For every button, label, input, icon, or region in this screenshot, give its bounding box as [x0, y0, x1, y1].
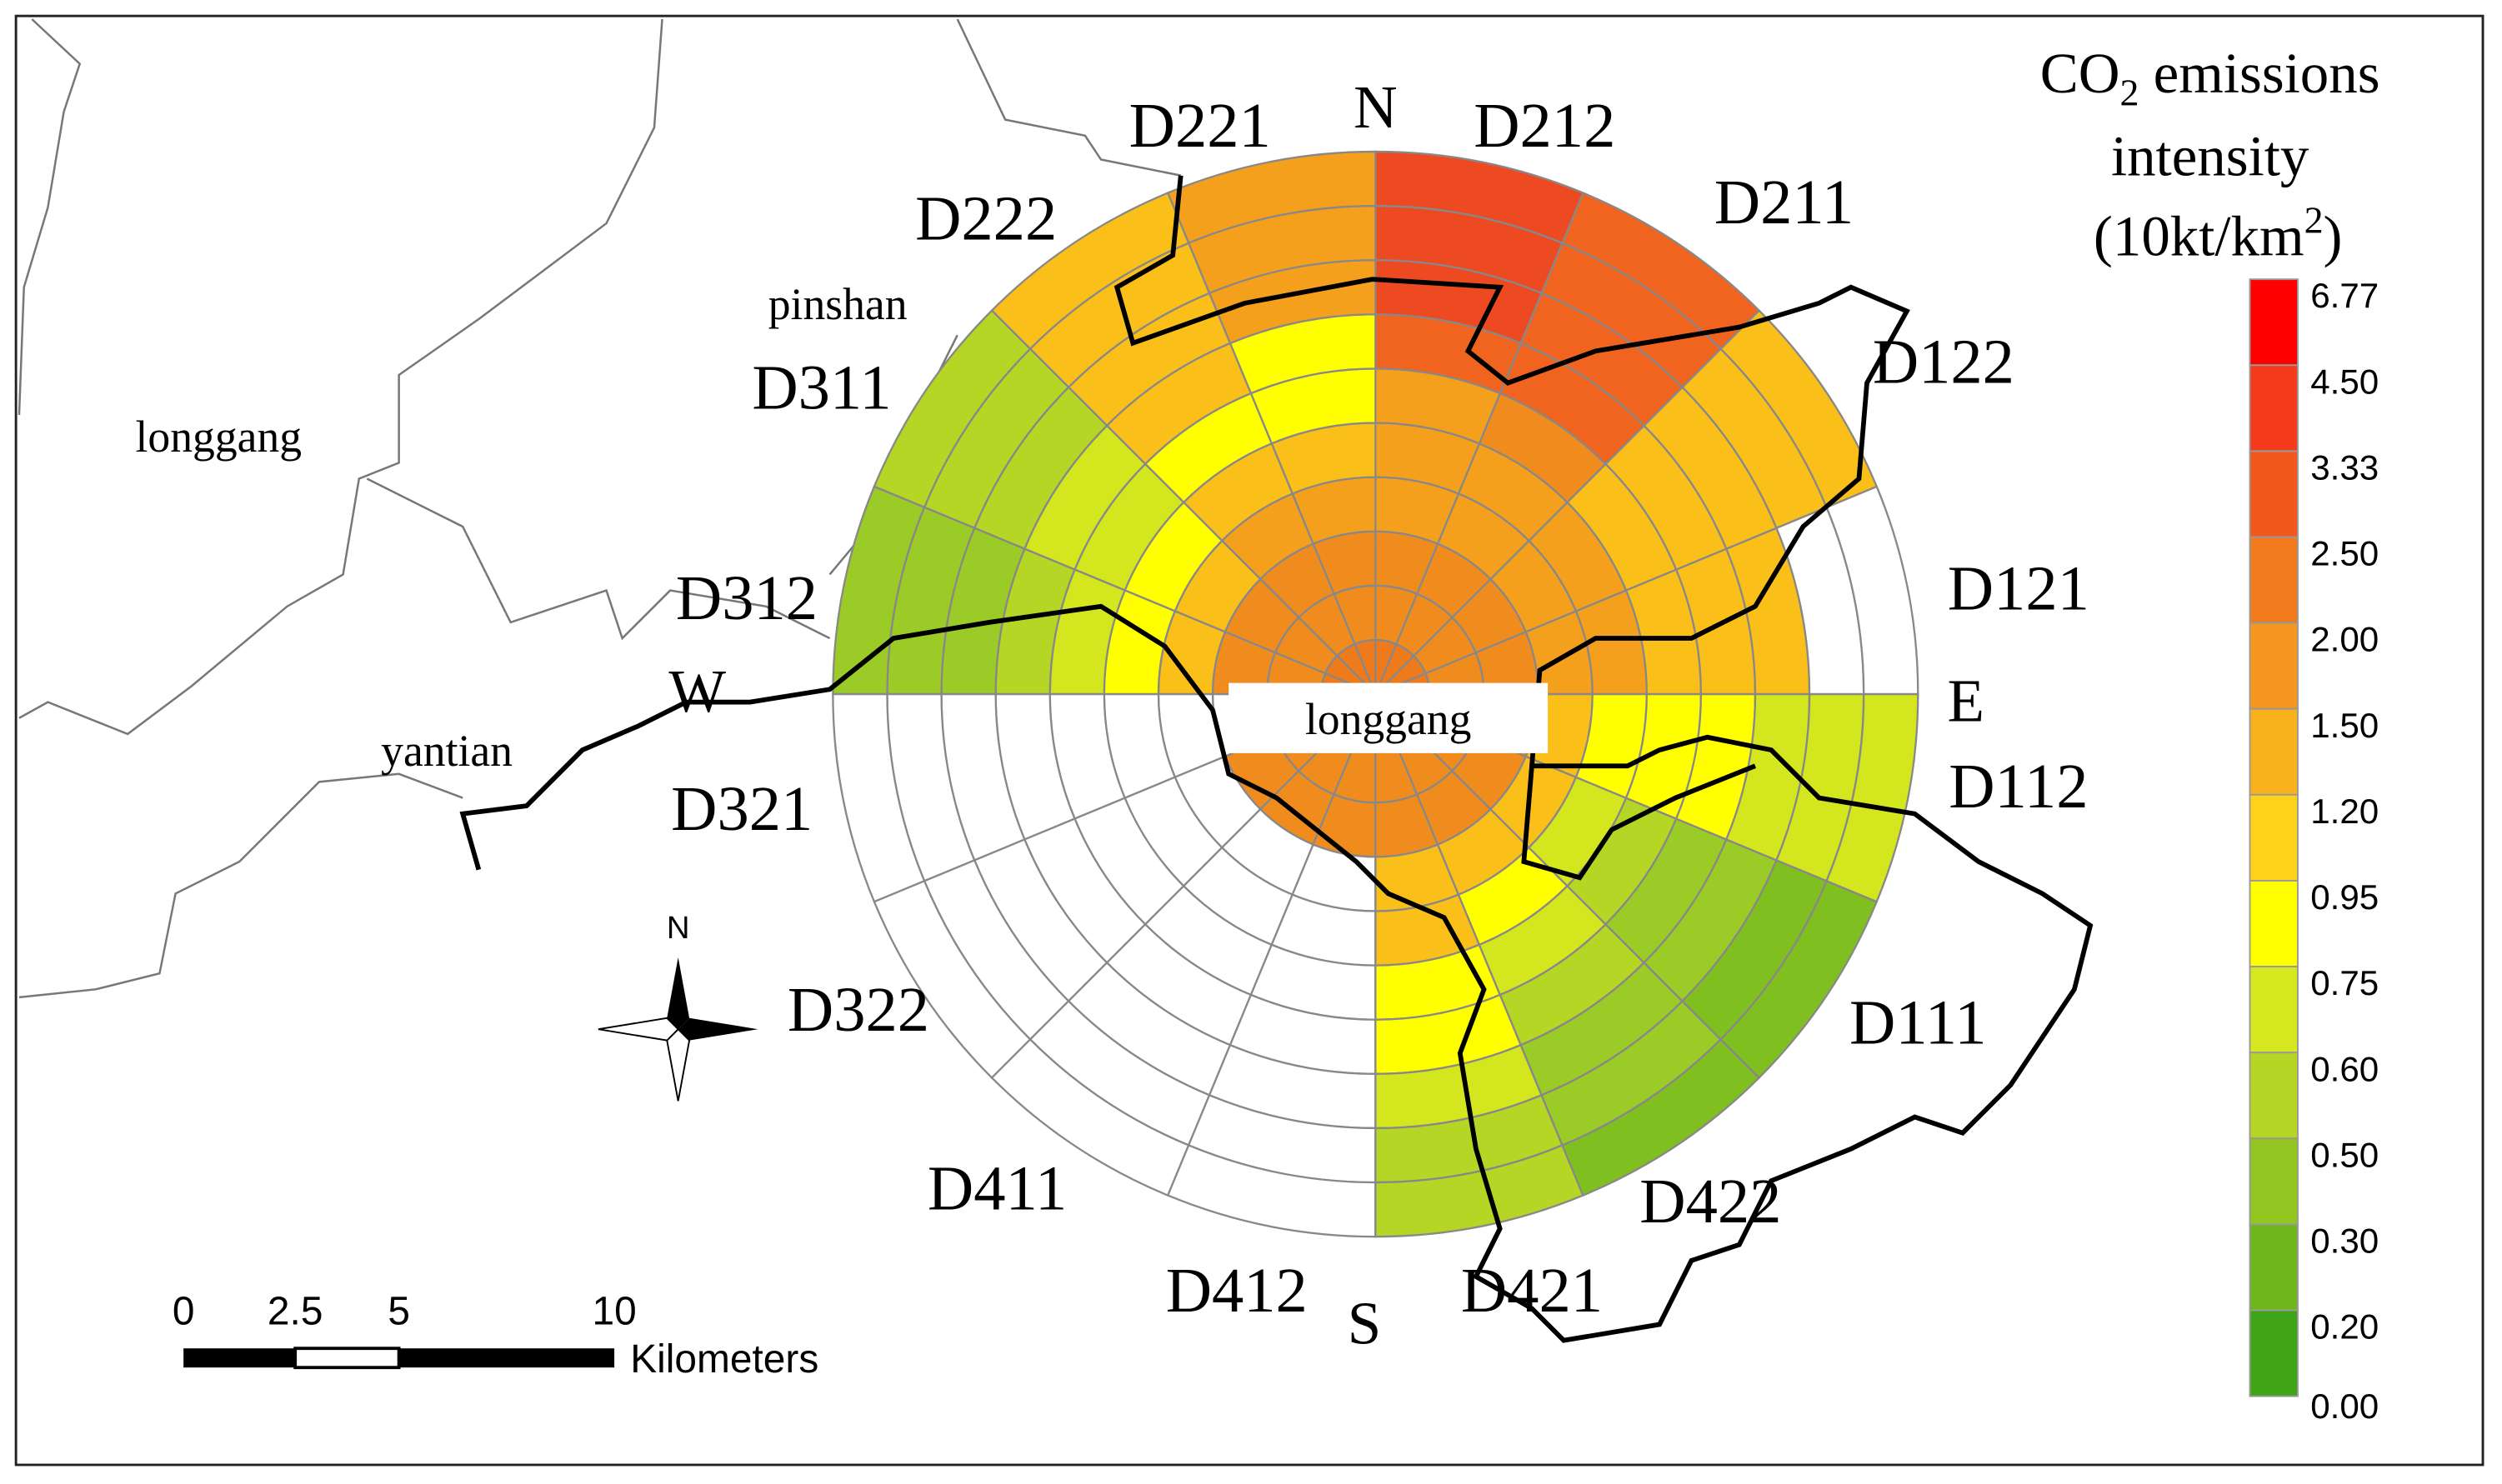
- boundary: [18, 18, 82, 415]
- sector-label: D412: [1166, 1255, 1308, 1326]
- boundary: [18, 18, 663, 736]
- legend-swatch: [2249, 880, 2299, 968]
- scale-unit: Kilometers: [630, 1337, 818, 1382]
- scale-tick: 10: [592, 1289, 636, 1333]
- scale-tick: 2.5: [268, 1289, 323, 1333]
- thick-boundaries: [459, 175, 2094, 1343]
- sector-label: D121: [1948, 553, 2089, 624]
- sector-label: D222: [915, 182, 1057, 253]
- place-label: longgang: [136, 412, 303, 462]
- direction-label: E: [1947, 667, 1984, 735]
- legend-swatch: [2249, 364, 2299, 452]
- sector-label: D312: [676, 562, 818, 633]
- legend-swatch: [2249, 966, 2299, 1054]
- scale-segment: [293, 1347, 401, 1370]
- legend-swatch: [2249, 450, 2299, 538]
- sector-label: D422: [1639, 1166, 1781, 1237]
- legend-swatch: [2249, 1223, 2299, 1312]
- legend-label: 4.50: [2310, 362, 2379, 401]
- legend-swatch: [2249, 793, 2299, 882]
- legend-swatch: [2249, 1052, 2299, 1140]
- scale-segment: [398, 1348, 615, 1368]
- legend-label: 0.50: [2310, 1135, 2379, 1174]
- scale-bar: 0 2.5 5 10 Kilometers: [173, 1289, 818, 1381]
- legend-label: 0.20: [2310, 1307, 2379, 1347]
- sector-label: D212: [1474, 90, 1615, 161]
- sector-label: D111: [1849, 987, 1986, 1057]
- boundary: [18, 772, 463, 999]
- sector-label: D421: [1461, 1255, 1603, 1326]
- legend: 6.77 4.50 3.33 2.50 2.00 1.50 1.20 0.95 0.75 0.60…: [2249, 276, 2379, 1426]
- sector-label: D221: [1129, 90, 1271, 161]
- legend-label: 0.75: [2310, 963, 2379, 1002]
- compass-needle: [667, 957, 690, 1030]
- legend-swatch: [2249, 622, 2299, 710]
- legend-title-line: CO2 emissions: [2040, 42, 2380, 113]
- legend-title: CO2 emissions intensity (10kt/km2): [2040, 42, 2380, 267]
- direction-label: W: [668, 657, 726, 725]
- sector-label: D311: [752, 352, 891, 422]
- boundary: [366, 477, 831, 641]
- sector-label: D112: [1949, 751, 2088, 822]
- center-label-box: [1228, 682, 1549, 753]
- legend-label: 6.77: [2310, 276, 2379, 315]
- coast-boundary: [459, 603, 2094, 1343]
- scale-tick: 5: [388, 1289, 410, 1333]
- legend-swatch: [2249, 278, 2299, 367]
- direction-label: N: [1354, 73, 1398, 141]
- sector-label: D321: [671, 773, 813, 844]
- legend-label: 2.50: [2310, 534, 2379, 573]
- legend-label: 0.30: [2310, 1222, 2379, 1261]
- legend-swatch: [2249, 1309, 2299, 1397]
- district-boundary: [1113, 175, 1910, 767]
- place-label: pinshan: [768, 279, 908, 329]
- polar-grid: [832, 150, 1919, 1238]
- legend-swatch: [2249, 1137, 2299, 1226]
- sector-label: D122: [1873, 327, 2014, 397]
- legend-label: 3.33: [2310, 447, 2379, 487]
- legend-label: 1.50: [2310, 706, 2379, 745]
- legend-title-line: (10kt/km2): [2094, 199, 2343, 268]
- legend-label: 1.20: [2310, 792, 2379, 831]
- place-label: yantian: [381, 726, 513, 776]
- direction-label: S: [1348, 1289, 1381, 1357]
- compass-label: N: [667, 910, 690, 946]
- legend-swatch: [2249, 536, 2299, 624]
- boundary: [956, 18, 1182, 177]
- legend-label: 0.00: [2310, 1387, 2379, 1426]
- cell: [1825, 692, 1919, 903]
- legend-label: 2.00: [2310, 620, 2379, 659]
- scale-segment: [183, 1348, 296, 1368]
- sector-label: D322: [788, 974, 929, 1045]
- compass-needle: [678, 1017, 758, 1041]
- place-label: longgang: [1305, 694, 1472, 744]
- sector-labels: D121 D122 D211 D212 D221 D222 D311 D312 …: [671, 90, 2089, 1326]
- sector-label: D411: [928, 1153, 1067, 1224]
- legend-label: 0.95: [2310, 877, 2379, 917]
- legend-title-line: intensity: [2111, 125, 2309, 188]
- compass: N: [598, 910, 758, 1102]
- legend-label: 0.60: [2310, 1049, 2379, 1088]
- legend-swatch: [2249, 707, 2299, 796]
- scale-tick: 0: [173, 1289, 195, 1333]
- sector-label: D211: [1714, 167, 1854, 237]
